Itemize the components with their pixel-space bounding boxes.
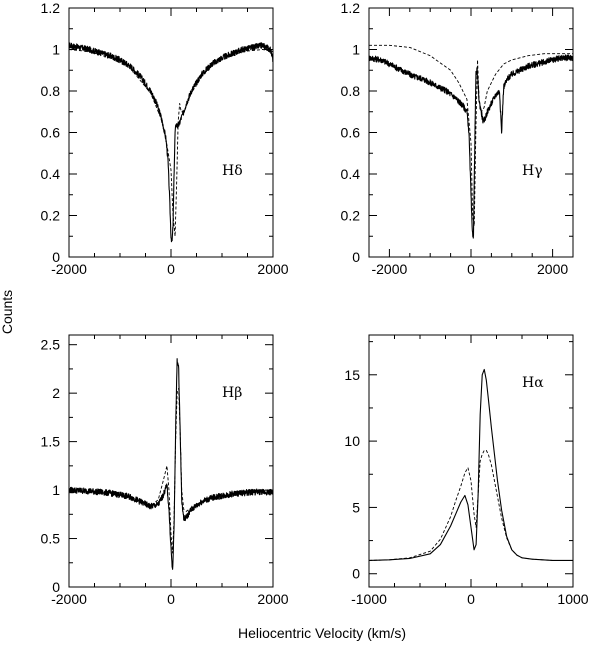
y-tick-label: 1.2: [341, 0, 361, 16]
plot-frame: [368, 7, 574, 258]
y-tick-label: 0.4: [341, 166, 361, 182]
series-group: [69, 358, 273, 570]
y-tick-label: 0.6: [41, 125, 61, 141]
solid-series-line: [369, 368, 573, 562]
x-tick-label: 0: [167, 591, 175, 607]
y-axis-title: Counts: [0, 290, 15, 334]
y-tick-label: 0: [52, 579, 60, 595]
y-tick-label: 2: [52, 385, 60, 401]
x-tick-label: 0: [167, 261, 175, 277]
dashed-series-line: [369, 449, 573, 561]
y-tick-label: 1.5: [41, 434, 61, 450]
y-tick-label: 0: [352, 566, 360, 582]
y-tick-label: 0.2: [41, 208, 61, 224]
x-tick-label: -1000: [351, 591, 387, 607]
y-tick-label: 5: [352, 499, 360, 515]
y-tick-label: 1: [352, 42, 360, 58]
y-tick-label: 2.5: [41, 337, 61, 353]
x-axis-title: Heliocentric Velocity (km/s): [238, 625, 406, 641]
panel-3: -1000 0 1000 0 5 10 15 Hα: [344, 334, 589, 607]
y-tick-label: 0.8: [41, 83, 61, 99]
x-tick-label: 1000: [557, 591, 588, 607]
y-tick-label: 0: [52, 249, 60, 265]
solid-series-line: [369, 54, 573, 239]
y-tick-label: 0: [352, 249, 360, 265]
panel-1: -2000 0 2000 0 0.2 0.4 0.6 0.8 1 1.2 Hγ: [341, 0, 574, 277]
x-tick-label: 0: [467, 591, 475, 607]
y-tick-label: 10: [344, 433, 360, 449]
plot-frame: [68, 7, 274, 258]
x-tick-label: 2000: [257, 591, 288, 607]
dashed-series-line: [69, 49, 273, 237]
y-tick-label: 0.8: [341, 83, 361, 99]
y-tick-label: 0.2: [341, 208, 361, 224]
y-tick-label: 15: [344, 367, 360, 383]
dashed-series-line: [69, 387, 273, 554]
x-tick-label: -2000: [51, 261, 87, 277]
x-tick-label: 2000: [257, 261, 288, 277]
x-tick-label: 2000: [537, 261, 568, 277]
y-tick-label: 1: [52, 42, 60, 58]
y-tick-label: 0.5: [41, 531, 61, 547]
spectral-line-label: Hα: [522, 375, 544, 391]
x-tick-label: -2000: [51, 591, 87, 607]
plot-frame: [368, 334, 574, 588]
y-tick-label: 0.6: [341, 125, 361, 141]
x-tick-label: 0: [467, 261, 475, 277]
series-group: [369, 368, 573, 562]
y-tick-label: 0.4: [41, 166, 61, 182]
y-tick-label: 1.2: [41, 0, 61, 16]
x-tick-label: -2000: [371, 261, 407, 277]
y-tick-label: 1: [52, 482, 60, 498]
series-group: [369, 44, 573, 239]
spectral-line-label: Hδ: [222, 163, 243, 179]
solid-series-line: [69, 42, 273, 243]
spectral-line-label: Hγ: [522, 163, 543, 179]
series-group: [69, 42, 273, 243]
spectral-line-label: Hβ: [222, 385, 242, 401]
